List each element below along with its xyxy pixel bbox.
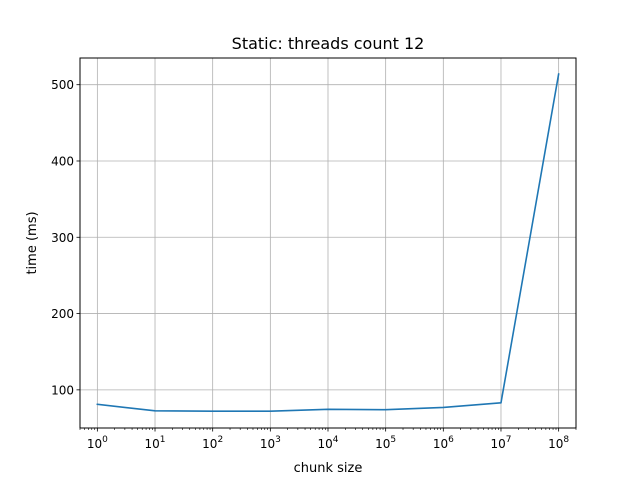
y-tick-label: 400 <box>51 154 74 168</box>
x-tick-label-base: 10 <box>260 437 275 451</box>
grid-lines <box>80 58 576 428</box>
x-tick-label-exponent: 4 <box>333 435 339 445</box>
axis-ticks: 100 101 102 103 104 105 106 107 1081002003004005… <box>51 78 577 451</box>
x-tick-label-base: 10 <box>202 437 217 451</box>
x-tick-label-base: 10 <box>375 437 390 451</box>
x-tick-label-exponent: 3 <box>275 435 281 445</box>
axes-frame <box>79 57 577 429</box>
x-tick-label: 105 <box>375 435 396 451</box>
chart-title: Static: threads count 12 <box>232 34 425 53</box>
x-tick-label: 107 <box>490 435 511 451</box>
series-layer <box>96 73 560 413</box>
x-tick-label-base: 10 <box>145 437 160 451</box>
x-tick-label-base: 10 <box>317 437 332 451</box>
series-line <box>96 73 560 413</box>
x-tick-label: 108 <box>548 435 569 451</box>
y-tick-label: 300 <box>51 231 74 245</box>
x-tick-label-exponent: 6 <box>448 435 454 445</box>
x-tick-label-base: 10 <box>87 437 102 451</box>
x-tick-label-base: 10 <box>433 437 448 451</box>
x-tick-label-exponent: 8 <box>563 435 569 445</box>
x-tick-label: 104 <box>317 435 338 451</box>
x-tick-label-exponent: 0 <box>102 435 108 445</box>
x-tick-label-exponent: 5 <box>390 435 396 445</box>
x-tick-label: 103 <box>260 435 281 451</box>
x-tick-label-exponent: 2 <box>217 435 223 445</box>
y-tick-label: 500 <box>51 78 74 92</box>
x-tick-label-exponent: 1 <box>160 435 166 445</box>
x-tick-label-exponent: 7 <box>506 435 512 445</box>
y-tick-label: 100 <box>51 383 74 397</box>
x-axis-label: chunk size <box>294 461 363 476</box>
x-tick-label: 100 <box>87 435 108 451</box>
x-tick-label-base: 10 <box>490 437 505 451</box>
y-axis-label: time (ms) <box>25 211 40 274</box>
x-tick-label: 102 <box>202 435 223 451</box>
x-tick-label: 101 <box>145 435 166 451</box>
y-tick-label: 200 <box>51 307 74 321</box>
x-tick-label-base: 10 <box>548 437 563 451</box>
x-tick-label: 106 <box>433 435 454 451</box>
